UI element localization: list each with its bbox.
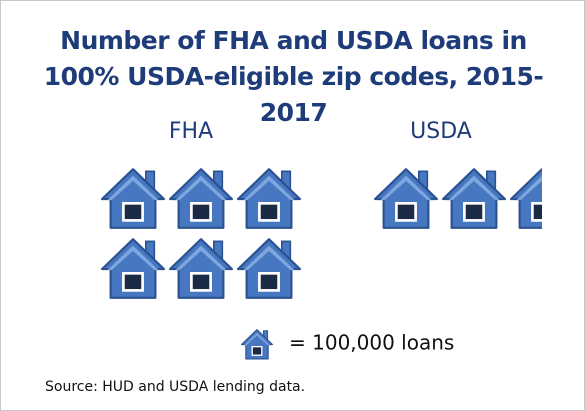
house-icon xyxy=(442,168,506,229)
house-body xyxy=(237,238,301,299)
window xyxy=(190,202,212,222)
house-body xyxy=(169,238,233,299)
house-icon xyxy=(241,329,273,360)
house-body xyxy=(169,168,233,229)
roof-band xyxy=(107,245,159,271)
roof-band xyxy=(175,175,227,201)
source: Source: HUD and USDA lending data. xyxy=(45,379,305,395)
house-icon xyxy=(237,238,301,299)
roof-band xyxy=(107,175,159,201)
window xyxy=(122,202,144,222)
window xyxy=(122,272,144,292)
window xyxy=(463,202,485,222)
roof-band xyxy=(243,245,295,271)
house-icon xyxy=(169,168,233,229)
window xyxy=(258,202,280,222)
window xyxy=(531,202,542,222)
house-body xyxy=(374,168,438,229)
roof-band xyxy=(448,175,500,201)
window xyxy=(190,272,212,292)
chart-title: Number of FHA and USDA loans in 100% USD… xyxy=(43,26,544,127)
house-icon xyxy=(101,238,165,299)
category-label: USDA xyxy=(410,119,472,144)
house-body xyxy=(101,238,165,299)
house-icon xyxy=(510,168,564,229)
roof-band xyxy=(380,175,432,201)
window xyxy=(258,272,280,292)
house-body xyxy=(442,168,506,229)
legend-label: = 100,000 loans xyxy=(289,331,454,355)
house-icon xyxy=(101,168,165,229)
roof-band xyxy=(243,175,295,201)
roof-band xyxy=(244,332,270,346)
house-icon xyxy=(374,168,438,229)
roof-band xyxy=(175,245,227,271)
category-label: FHA xyxy=(169,119,213,144)
house-icon xyxy=(237,168,301,229)
house-icon xyxy=(169,238,233,299)
window xyxy=(251,346,263,356)
house-body xyxy=(241,329,273,360)
window xyxy=(395,202,417,222)
house-body xyxy=(237,168,301,229)
chimney xyxy=(555,171,564,188)
house-body xyxy=(101,168,165,229)
